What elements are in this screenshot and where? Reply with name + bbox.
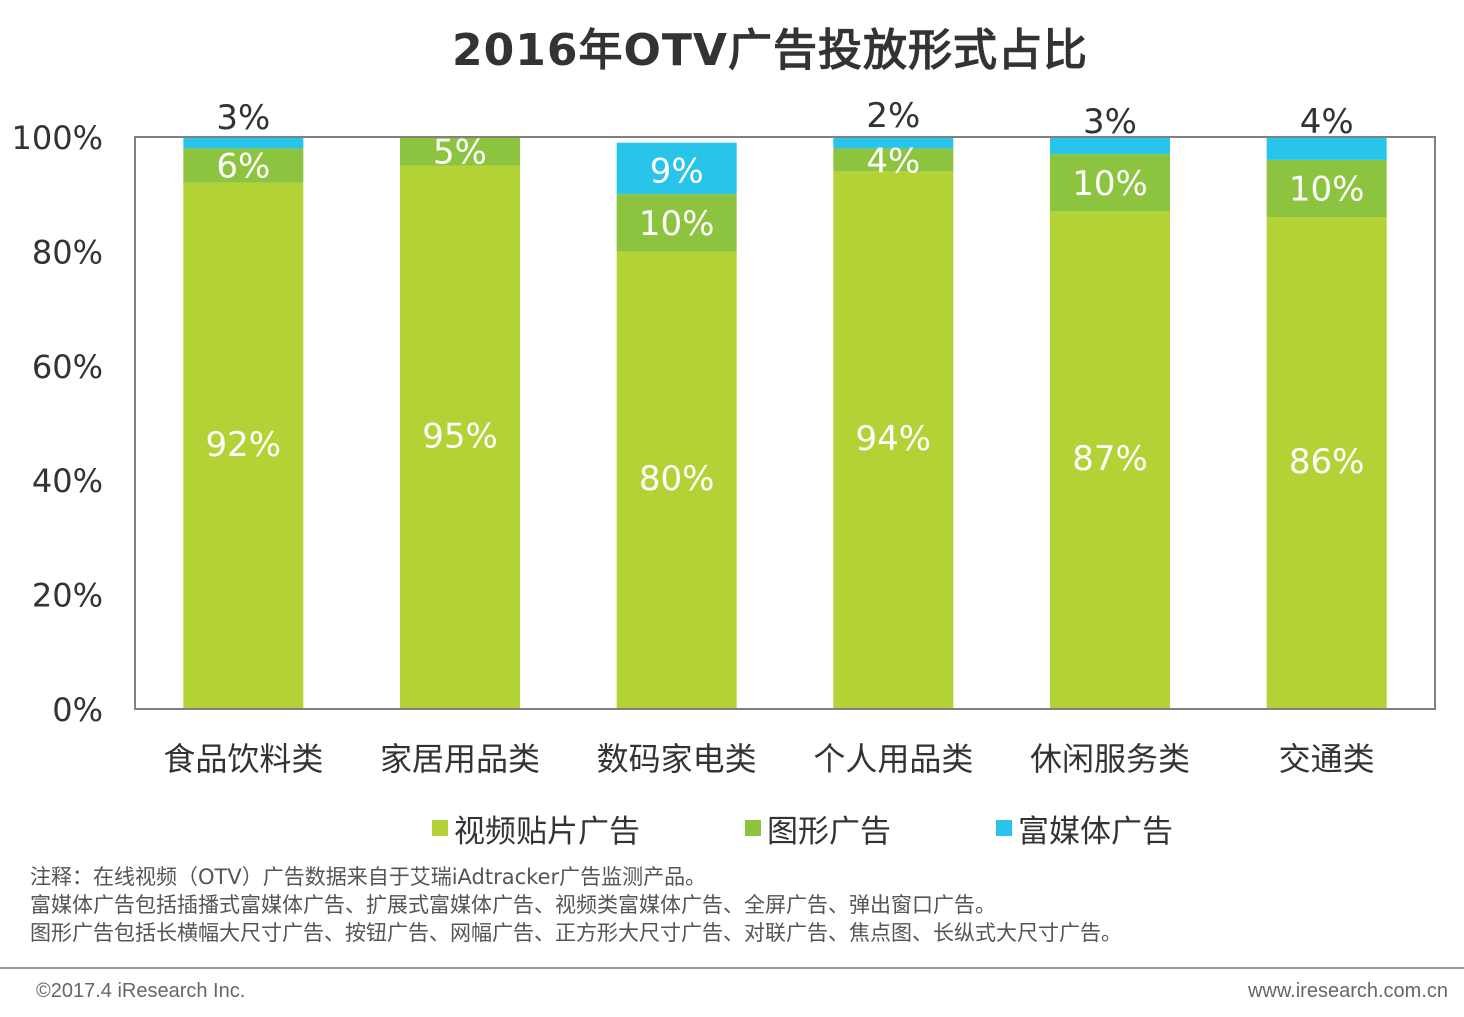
- value-label-2-3: 10%: [639, 204, 715, 244]
- bar-segment-3-5: [1050, 137, 1170, 155]
- value-label-2-5: 10%: [1072, 164, 1148, 204]
- value-label-1-3: 80%: [639, 459, 715, 499]
- value-label-3-3: 9%: [650, 151, 704, 191]
- bar-segment-2-5: [1050, 154, 1170, 212]
- value-label-2-1: 6%: [216, 147, 270, 187]
- bar-segment-2-4: [833, 148, 954, 172]
- value-label-1-4: 94%: [856, 419, 932, 459]
- chart-notes: 注释：在线视频（OTV）广告数据来自于艾瑞iAdtracker广告监测产品。 富…: [30, 863, 1122, 947]
- y-tick-label-4: 60%: [32, 348, 103, 386]
- value-label-2-6: 10%: [1289, 169, 1365, 209]
- x-tick-label-2: 家居用品类: [380, 740, 540, 778]
- y-tick-label-2: 20%: [32, 577, 103, 615]
- legend-item-rich-media: 富媒体广告: [996, 808, 1173, 850]
- bar-segment-3-4: [833, 137, 954, 149]
- bar-segment-2-2: [400, 137, 520, 166]
- x-tick-label-6: 交通类: [1279, 740, 1375, 778]
- value-label-1-1: 92%: [206, 425, 282, 465]
- value-label-1-6: 86%: [1289, 442, 1365, 482]
- legend-swatch-video-patch: [432, 820, 448, 836]
- bar-segment-1-3: [616, 251, 737, 709]
- bar-segment-1-1: [183, 182, 304, 709]
- legend-swatch-rich-media: [996, 820, 1012, 836]
- value-label-3-1: 3%: [216, 98, 270, 138]
- stacked-bar-chart: 92% 6% 3% 95% 5% 80% 10% 9% 94% 4% 2% 87% 10% 3% 86% 10…: [12, 96, 1436, 778]
- x-tick-label-1: 食品饮料类: [163, 740, 323, 778]
- value-label-2-2: 5%: [433, 132, 487, 172]
- x-tick-label-4: 个人用品类: [813, 740, 973, 778]
- bar-segment-3-1: [183, 137, 304, 149]
- y-tick-label-3: 40%: [32, 462, 103, 500]
- bar-segment-2-3: [616, 194, 737, 252]
- value-label-2-4: 4%: [866, 141, 920, 181]
- value-label-1-2: 95%: [422, 416, 498, 456]
- legend-item-graphic: 图形广告: [745, 808, 891, 850]
- bar-segment-1-6: [1266, 217, 1387, 709]
- value-label-3-6: 4%: [1300, 102, 1354, 142]
- y-tick-label-6: 100%: [12, 119, 103, 157]
- x-tick-label-3: 数码家电类: [597, 740, 757, 778]
- footer-website: www.iresearch.com.cn: [1247, 980, 1448, 1002]
- bar-segment-1-5: [1050, 211, 1170, 710]
- chart-legend: 视频贴片广告 图形广告 富媒体广告: [0, 808, 1464, 850]
- value-label-3-4: 2%: [866, 96, 920, 136]
- bar-segment-1-4: [833, 171, 954, 709]
- note-line-3: 图形广告包括长横幅大尺寸广告、按钮广告、网幅广告、正方形大尺寸广告、对联广告、焦…: [30, 921, 1122, 945]
- bar-segment-3-3: [616, 142, 737, 195]
- legend-swatch-graphic: [745, 820, 761, 836]
- bar-segment-2-6: [1266, 159, 1387, 218]
- y-tick-label-5: 80%: [32, 233, 103, 271]
- footer-divider: [0, 967, 1464, 969]
- note-line-2: 富媒体广告包括插播式富媒体广告、扩展式富媒体广告、视频类富媒体广告、全屏广告、弹…: [30, 893, 996, 917]
- legend-label-rich-media: 富媒体广告: [1018, 813, 1173, 850]
- value-label-1-5: 87%: [1072, 439, 1148, 479]
- bar-segment-3-6: [1266, 137, 1387, 160]
- x-tick-label-5: 休闲服务类: [1030, 740, 1190, 778]
- legend-label-video-patch: 视频贴片广告: [454, 813, 640, 850]
- bar-segment-1-2: [400, 165, 520, 710]
- legend-item-video-patch: 视频贴片广告: [432, 808, 640, 850]
- y-tick-label-1: 0%: [52, 691, 103, 729]
- value-label-3-5: 3%: [1083, 102, 1137, 142]
- note-line-1: 注释：在线视频（OTV）广告数据来自于艾瑞iAdtracker广告监测产品。: [30, 865, 707, 889]
- bar-segment-2-1: [183, 148, 304, 183]
- plot-frame: [134, 136, 1436, 710]
- footer-copyright: ©2017.4 iResearch Inc.: [36, 980, 246, 1002]
- legend-label-graphic: 图形广告: [767, 813, 891, 850]
- chart-title: 2016年OTV广告投放形式占比: [452, 25, 1088, 76]
